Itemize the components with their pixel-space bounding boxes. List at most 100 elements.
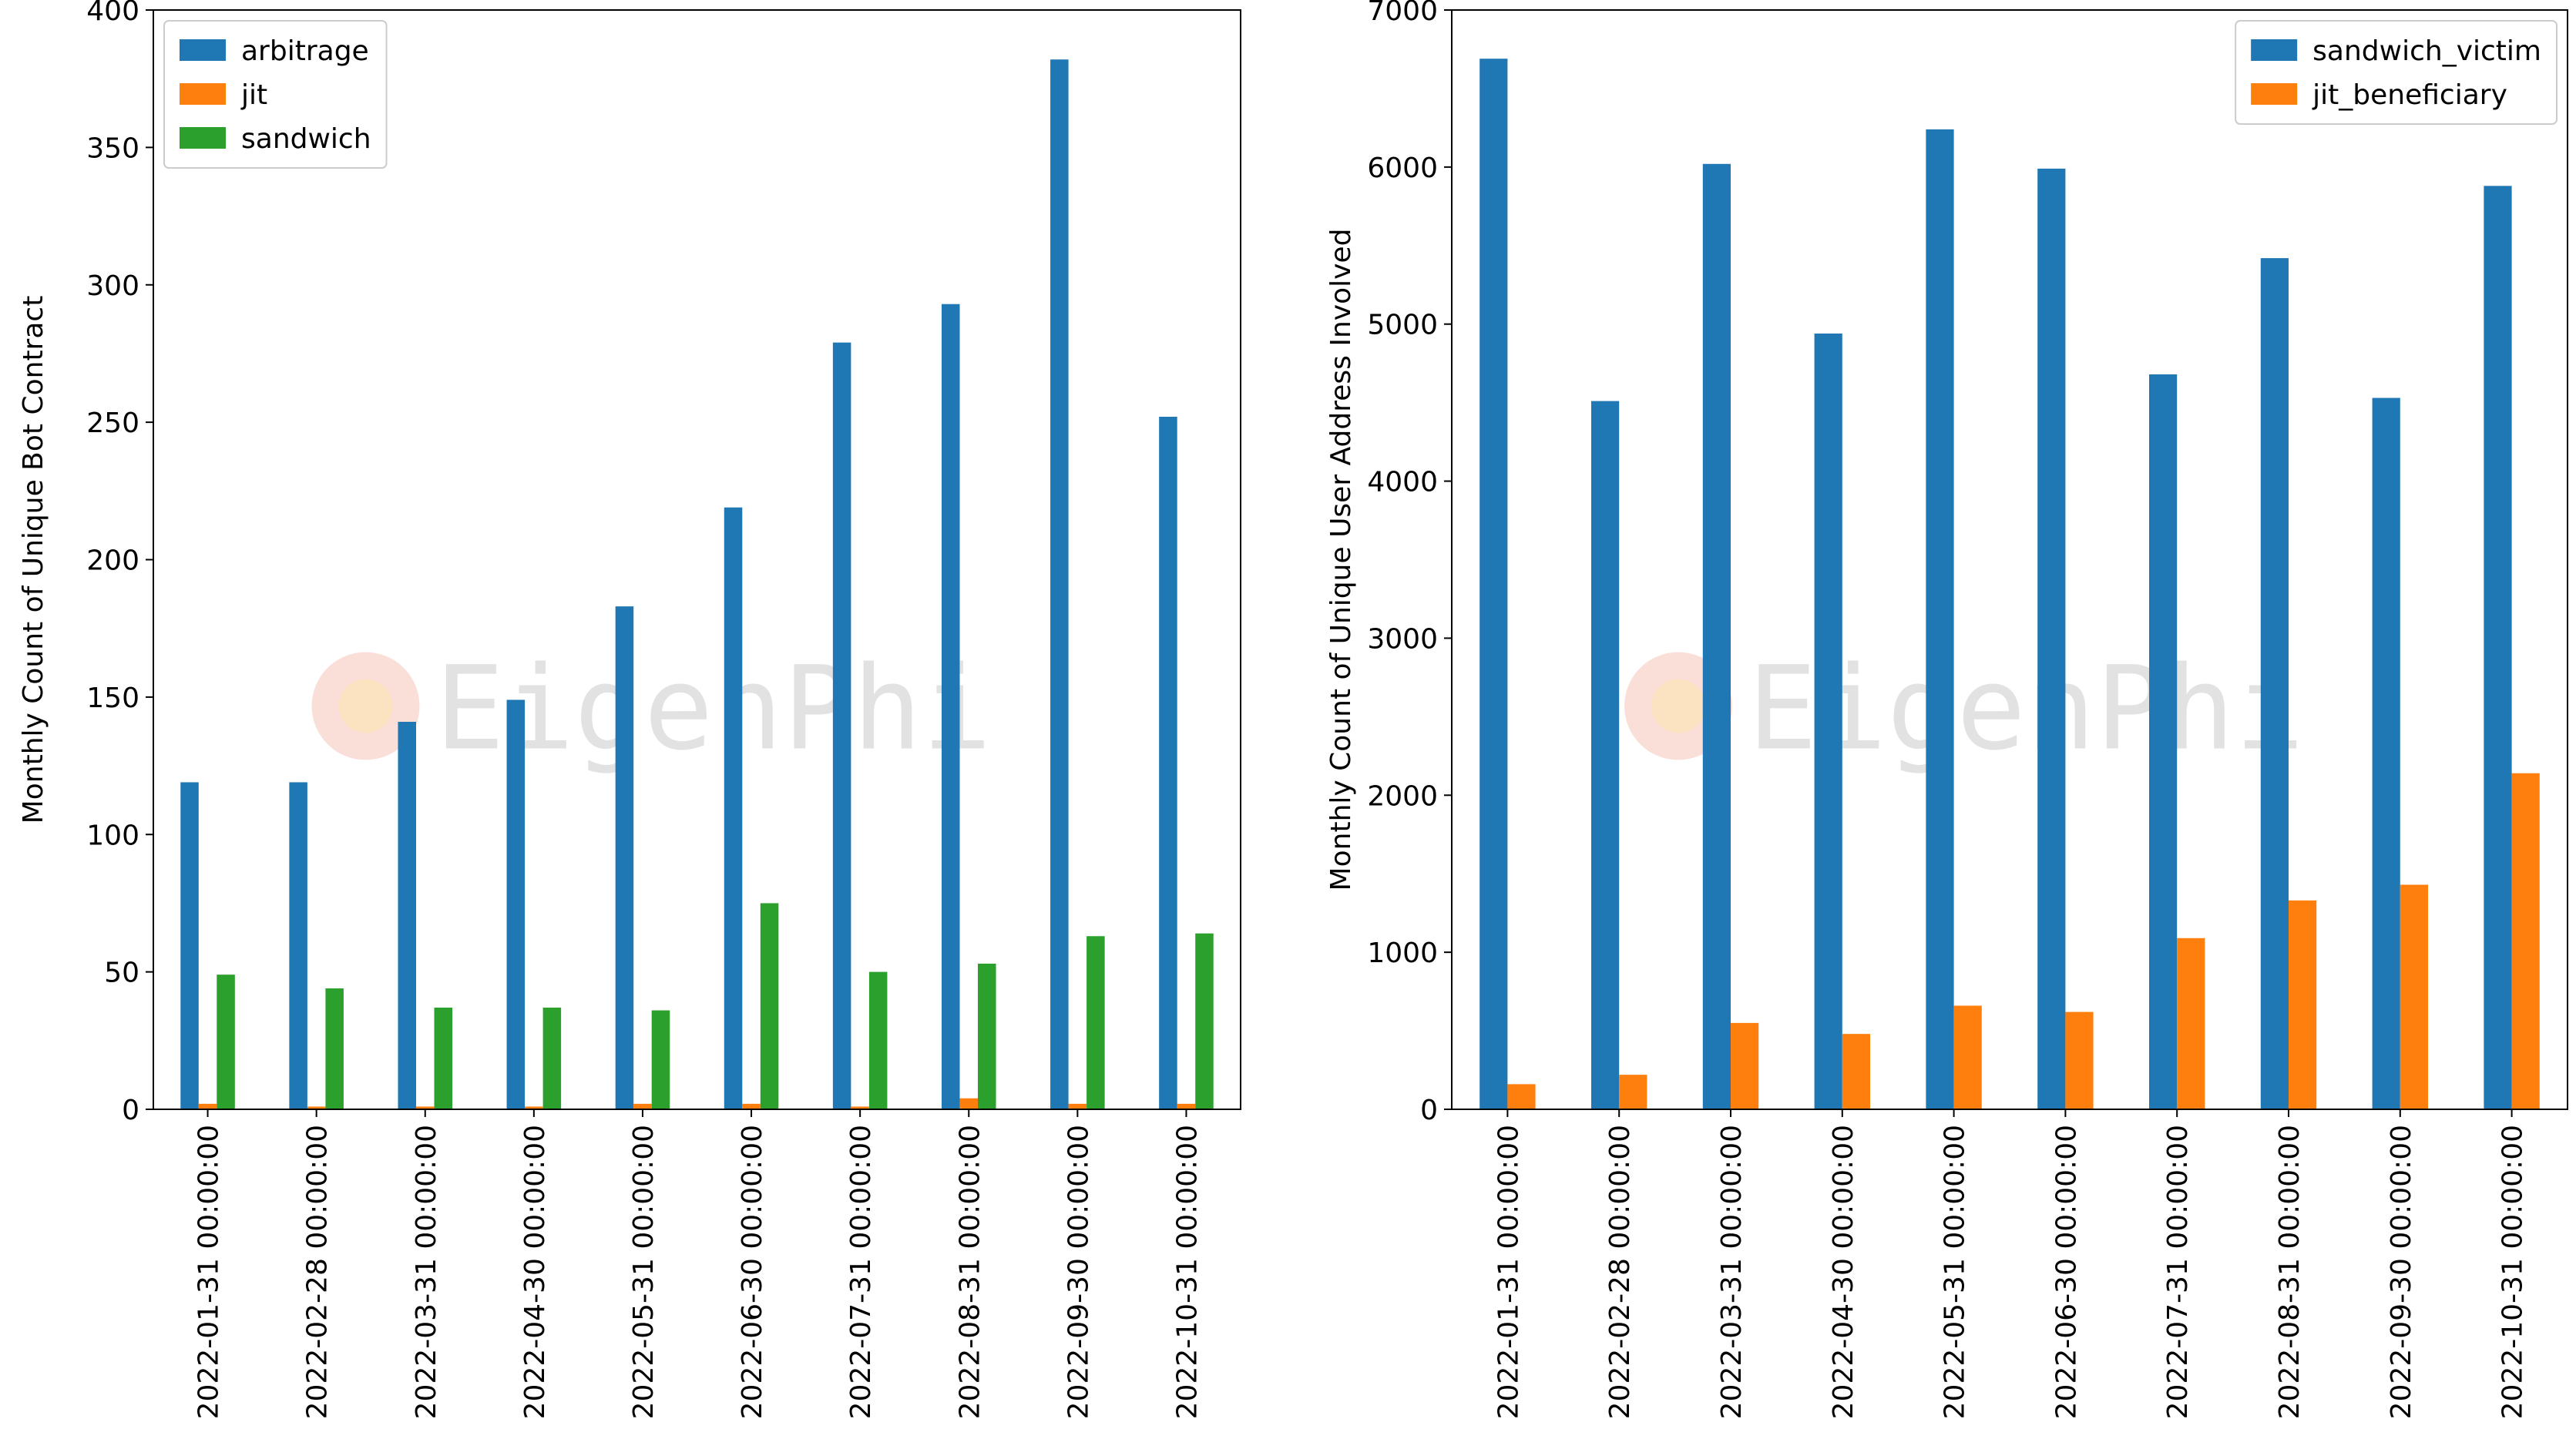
bar bbox=[760, 903, 779, 1109]
bar bbox=[1953, 1005, 1982, 1109]
x-tick-label: 2022-09-30 00:00:00 bbox=[1063, 1125, 1094, 1419]
y-tick-label: 3000 bbox=[1367, 623, 1438, 655]
bar bbox=[941, 304, 960, 1109]
y-axis-label: Monthly Count of Unique User Address Inv… bbox=[1325, 229, 1357, 891]
bar bbox=[851, 1106, 869, 1109]
bar bbox=[1926, 129, 1954, 1110]
bar bbox=[2372, 398, 2400, 1109]
y-tick-label: 350 bbox=[86, 133, 139, 164]
bar bbox=[1507, 1084, 1536, 1109]
x-tick-label: 2022-03-31 00:00:00 bbox=[411, 1125, 442, 1419]
legend-swatch bbox=[2251, 83, 2298, 105]
bar bbox=[1086, 936, 1105, 1109]
x-tick-label: 2022-08-31 00:00:00 bbox=[2274, 1125, 2306, 1419]
bar bbox=[1731, 1022, 1759, 1109]
x-tick-label: 2022-06-30 00:00:00 bbox=[737, 1125, 768, 1419]
y-tick-label: 50 bbox=[104, 958, 139, 989]
bar bbox=[2400, 884, 2428, 1109]
bar bbox=[2511, 773, 2540, 1109]
y-tick-label: 100 bbox=[86, 820, 139, 851]
y-tick-label: 150 bbox=[86, 683, 139, 714]
x-tick-label: 2022-04-30 00:00:00 bbox=[1828, 1125, 1859, 1419]
y-tick-label: 7000 bbox=[1367, 0, 1438, 27]
bar bbox=[1068, 1103, 1087, 1109]
bar bbox=[307, 1106, 326, 1109]
bar bbox=[2260, 258, 2289, 1110]
bar bbox=[978, 963, 996, 1109]
bar bbox=[398, 721, 416, 1109]
x-tick-label: 2022-02-28 00:00:00 bbox=[1604, 1125, 1636, 1419]
axes-frame bbox=[153, 9, 1241, 1110]
legend-swatch bbox=[180, 127, 226, 149]
x-tick-label: 2022-10-31 00:00:00 bbox=[2497, 1125, 2529, 1419]
bar bbox=[1159, 416, 1177, 1109]
bar bbox=[2289, 900, 2317, 1109]
bar bbox=[832, 342, 851, 1110]
y-tick-label: 2000 bbox=[1367, 780, 1438, 812]
bar bbox=[1591, 401, 1620, 1109]
bar bbox=[542, 1008, 562, 1109]
x-tick-label: 2022-09-30 00:00:00 bbox=[2386, 1125, 2417, 1419]
legend-frame bbox=[2235, 20, 2558, 125]
legend-label: arbitrage bbox=[241, 35, 369, 67]
y-axis-label: Monthly Count of Unique Bot Contract bbox=[18, 296, 49, 824]
legend: arbitrage jit sandwich bbox=[163, 20, 388, 169]
x-tick-label: 2022-04-30 00:00:00 bbox=[519, 1125, 551, 1419]
bar bbox=[1479, 59, 1508, 1110]
bar bbox=[2037, 168, 2066, 1109]
bar bbox=[1814, 333, 1842, 1110]
bar bbox=[1619, 1075, 1647, 1109]
bar bbox=[1177, 1103, 1196, 1109]
x-tick-label: 2022-10-31 00:00:00 bbox=[1171, 1125, 1203, 1419]
bar bbox=[325, 988, 344, 1109]
bar bbox=[198, 1103, 217, 1109]
watermark-logo-inner bbox=[1651, 679, 1705, 733]
bar bbox=[724, 507, 743, 1109]
x-tick-label: 2022-03-31 00:00:00 bbox=[1716, 1125, 1748, 1419]
legend-swatch bbox=[180, 39, 226, 61]
legend: sandwich_victim jit_beneficiary bbox=[2235, 20, 2558, 125]
bar bbox=[289, 782, 307, 1109]
bar bbox=[1050, 59, 1069, 1110]
y-tick-label: 300 bbox=[86, 270, 139, 302]
x-tick-label: 2022-07-31 00:00:00 bbox=[2162, 1125, 2194, 1419]
legend-swatch bbox=[180, 83, 226, 105]
bar bbox=[434, 1008, 453, 1109]
bar bbox=[1842, 1034, 1870, 1109]
legend-label: jit_beneficiary bbox=[2312, 79, 2507, 111]
bar bbox=[2149, 374, 2178, 1109]
x-tick-label: 2022-08-31 00:00:00 bbox=[954, 1125, 986, 1419]
legend-label: jit bbox=[240, 79, 267, 111]
bar bbox=[868, 971, 888, 1109]
subplot: EigenPhi 0 50 100 150 200 250 300 350 400 2022-01-… bbox=[18, 0, 1241, 1419]
bar bbox=[180, 782, 199, 1109]
x-tick-label: 2022-06-30 00:00:00 bbox=[2050, 1125, 2082, 1419]
y-tick-label: 6000 bbox=[1367, 153, 1438, 184]
bar bbox=[1195, 933, 1214, 1109]
x-tick-label: 2022-07-31 00:00:00 bbox=[845, 1125, 877, 1419]
bar bbox=[2484, 186, 2512, 1109]
y-tick-label: 200 bbox=[86, 545, 139, 577]
subplot: EigenPhi01000200030004000500060007000202… bbox=[1325, 0, 2568, 1419]
y-tick-label: 0 bbox=[122, 1095, 139, 1126]
bar bbox=[1702, 163, 1731, 1109]
axes-frame bbox=[1451, 9, 2568, 1110]
bar bbox=[615, 606, 634, 1109]
y-tick-label: 4000 bbox=[1367, 467, 1438, 498]
x-tick-label: 2022-02-28 00:00:00 bbox=[302, 1125, 334, 1419]
bar bbox=[217, 974, 235, 1109]
watermark-logo-inner bbox=[338, 679, 393, 733]
x-tick-label: 2022-01-31 00:00:00 bbox=[193, 1125, 225, 1419]
bar bbox=[651, 1010, 670, 1109]
bar bbox=[959, 1098, 979, 1109]
bar bbox=[2065, 1011, 2094, 1109]
y-tick-label: 5000 bbox=[1367, 310, 1438, 341]
legend-label: sandwich_victim bbox=[2312, 35, 2541, 67]
x-tick-label: 2022-05-31 00:00:00 bbox=[628, 1125, 660, 1419]
bar bbox=[525, 1106, 543, 1109]
y-tick-label: 250 bbox=[86, 408, 139, 439]
bar bbox=[415, 1106, 435, 1109]
legend-label: sandwich bbox=[241, 123, 371, 155]
